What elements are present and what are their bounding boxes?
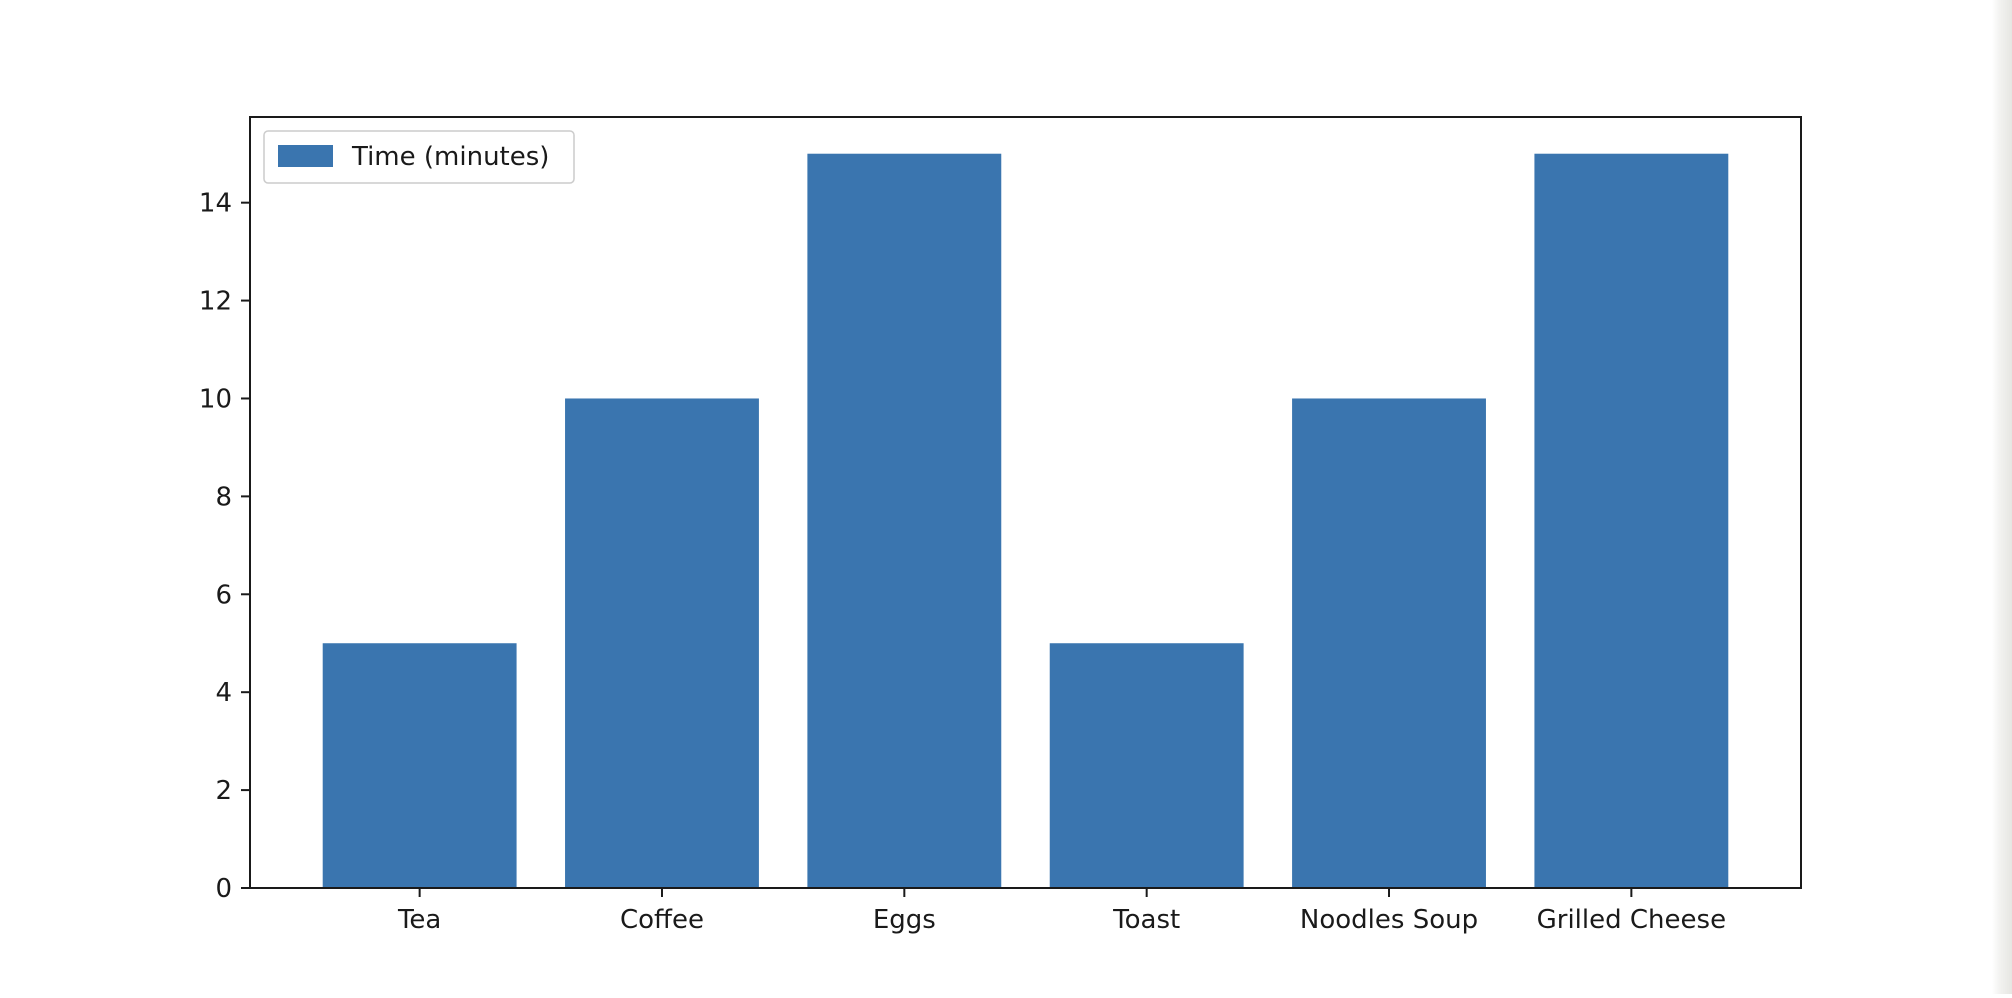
bar-noodles-soup — [1292, 398, 1486, 888]
legend-swatch — [278, 145, 333, 167]
legend: Time (minutes) — [263, 130, 575, 184]
x-tick-label: Coffee — [620, 905, 704, 935]
bar-toast — [1049, 643, 1244, 888]
bars-layer — [322, 153, 1729, 888]
bar-grilled-cheese — [1534, 153, 1729, 888]
x-tick-label: Toast — [1112, 905, 1180, 935]
y-tick-label: 12 — [199, 287, 232, 317]
x-tick-label: Noodles Soup — [1300, 905, 1478, 935]
bar-eggs — [807, 153, 1002, 888]
page-edge-shadow — [1992, 0, 2012, 994]
x-tick-label: Eggs — [873, 905, 936, 935]
y-tick-label: 2 — [215, 776, 232, 806]
legend-label: Time (minutes) — [351, 142, 549, 172]
y-tick-label: 0 — [215, 874, 232, 904]
y-tick-label: 6 — [215, 580, 232, 610]
bar-coffee — [565, 398, 759, 888]
x-tick-label: Tea — [397, 905, 441, 935]
y-tick-label: 10 — [199, 384, 232, 414]
x-axis: Tea Coffee Eggs Toast Noodles Soup Grilled Ch… — [397, 888, 1726, 935]
bar-tea — [322, 643, 517, 888]
y-axis: 0 2 4 6 8 10 12 14 — [199, 189, 250, 904]
plot-area-frame — [249, 116, 1802, 889]
y-tick-label: 4 — [215, 678, 232, 708]
legend-box — [263, 130, 575, 184]
y-tick-label: 8 — [215, 482, 232, 512]
x-tick-label: Grilled Cheese — [1537, 905, 1726, 935]
y-tick-label: 14 — [199, 189, 232, 219]
